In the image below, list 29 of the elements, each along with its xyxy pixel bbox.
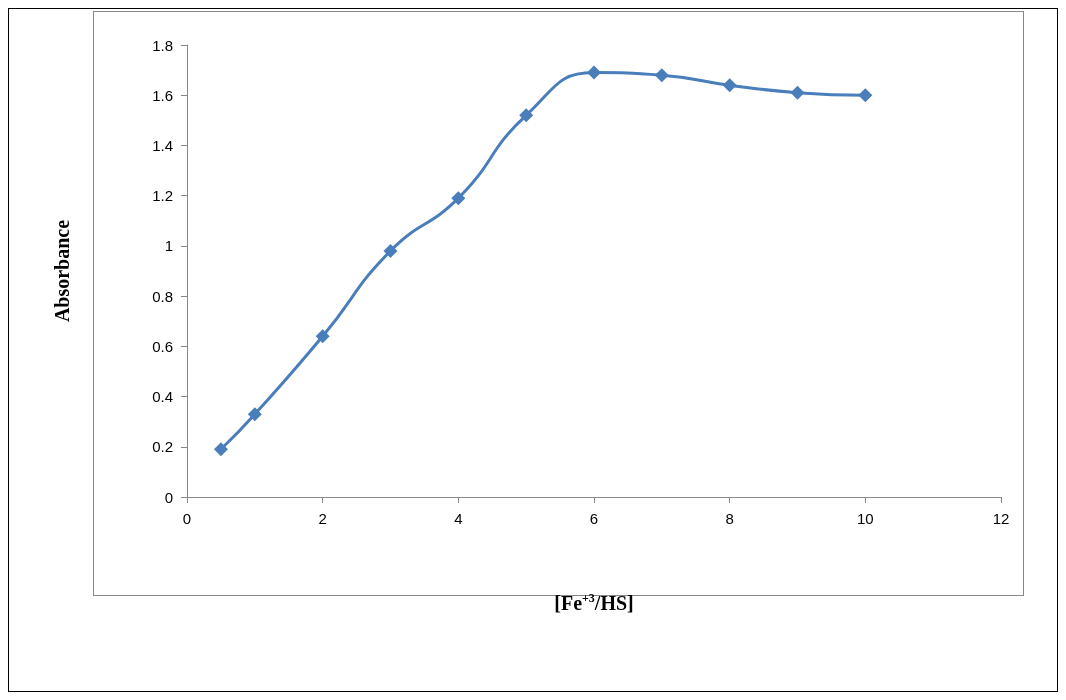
x-tick-label: 4 [454, 510, 463, 527]
point [722, 78, 737, 93]
point [790, 85, 805, 100]
y-tick-label: 1.8 [152, 36, 173, 54]
x-tick-label: 12 [992, 510, 1010, 527]
y-tick-label: 1.4 [152, 136, 173, 154]
point [383, 243, 398, 258]
x-tick-label: 0 [182, 510, 192, 527]
point [519, 108, 534, 123]
y-tick-label: 0.2 [152, 438, 173, 456]
point [315, 329, 330, 344]
point [654, 68, 669, 83]
point [213, 442, 228, 457]
point [858, 88, 873, 103]
x-tick-label: 10 [856, 510, 874, 527]
y-axis-title: Absorbance [51, 219, 73, 323]
y-tick-label: 1 [164, 237, 173, 255]
y-tick-label: 0.4 [152, 388, 173, 406]
y-tick-label: 0.8 [152, 287, 173, 305]
y-tick-label: 0.6 [152, 337, 173, 355]
y-tick-label: 1.6 [152, 86, 173, 104]
point [247, 407, 262, 422]
x-tick-label: 2 [318, 510, 327, 527]
x-tick-label: 6 [589, 510, 599, 527]
point [587, 65, 601, 80]
y-tick-label: 1.2 [152, 187, 173, 205]
y-tick-label: 0 [164, 488, 173, 506]
point [451, 191, 466, 206]
x-tick-label: 8 [725, 510, 734, 527]
